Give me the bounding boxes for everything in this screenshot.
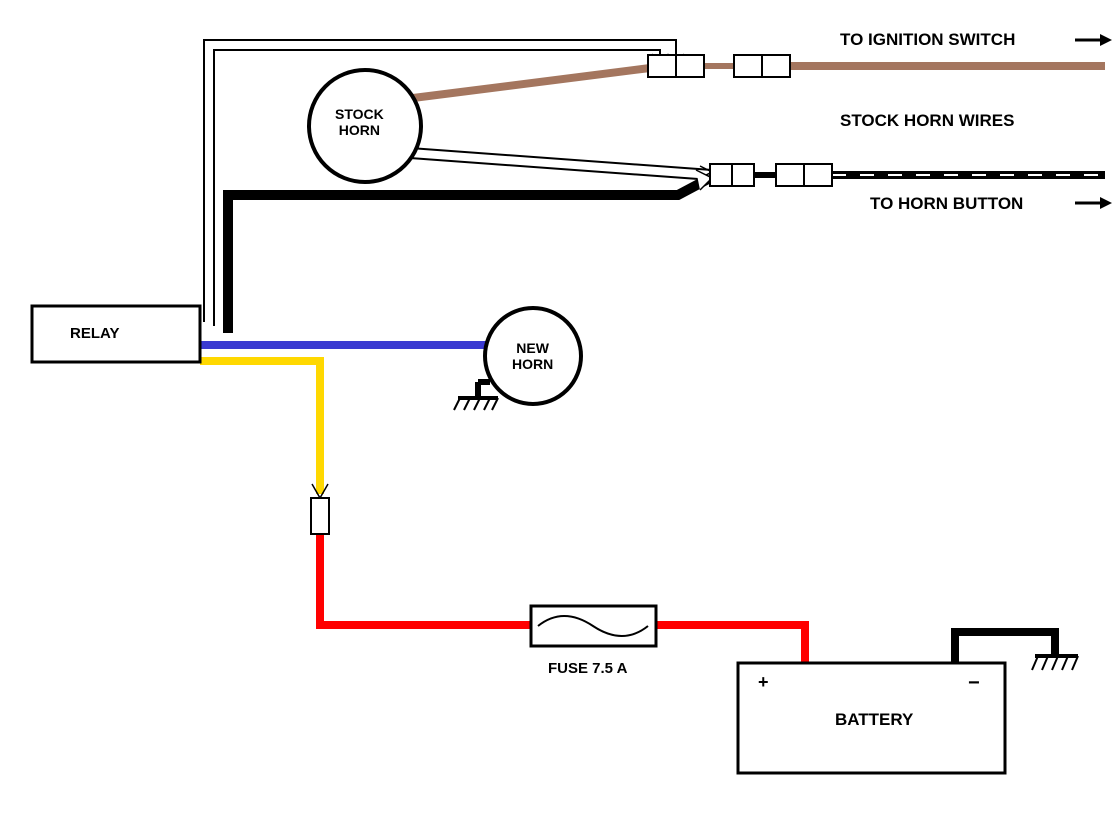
stock-wires-label: STOCK HORN WIRES xyxy=(840,111,1014,131)
wire-red-fuse-to-battery xyxy=(656,625,805,663)
battery-pos-label: + xyxy=(758,672,769,693)
ground-battery xyxy=(1032,656,1078,670)
wire-red-inlinefuse-to-fuse xyxy=(320,534,531,625)
wire-thin-black-top xyxy=(204,40,676,322)
wire-thick-black-relay-to-hornbtn xyxy=(228,178,710,333)
ground-new-horn xyxy=(454,382,498,410)
inline-fuse-box xyxy=(311,498,329,534)
arrow-horn-button xyxy=(1075,197,1112,209)
wire-black-battery-to-ground xyxy=(955,632,1055,663)
new-horn-label: NEW HORN xyxy=(512,340,553,372)
wire-yellow-relay-to-fuse xyxy=(200,361,320,494)
arrow-ignition xyxy=(1075,34,1112,46)
stock-horn-label: STOCK HORN xyxy=(335,106,384,138)
wire-thin-white-horn-lower xyxy=(410,158,712,180)
fuse-label: FUSE 7.5 A xyxy=(548,660,627,677)
ignition-label: TO IGNITION SWITCH xyxy=(840,30,1015,50)
wire-thin-black-horn-lower xyxy=(410,148,712,170)
battery-label: BATTERY xyxy=(835,710,913,730)
horn-button-label: TO HORN BUTTON xyxy=(870,194,1023,214)
wire-brown-horn-to-ign xyxy=(413,68,650,98)
battery-neg-label: − xyxy=(968,672,980,695)
relay-label: RELAY xyxy=(70,325,119,342)
